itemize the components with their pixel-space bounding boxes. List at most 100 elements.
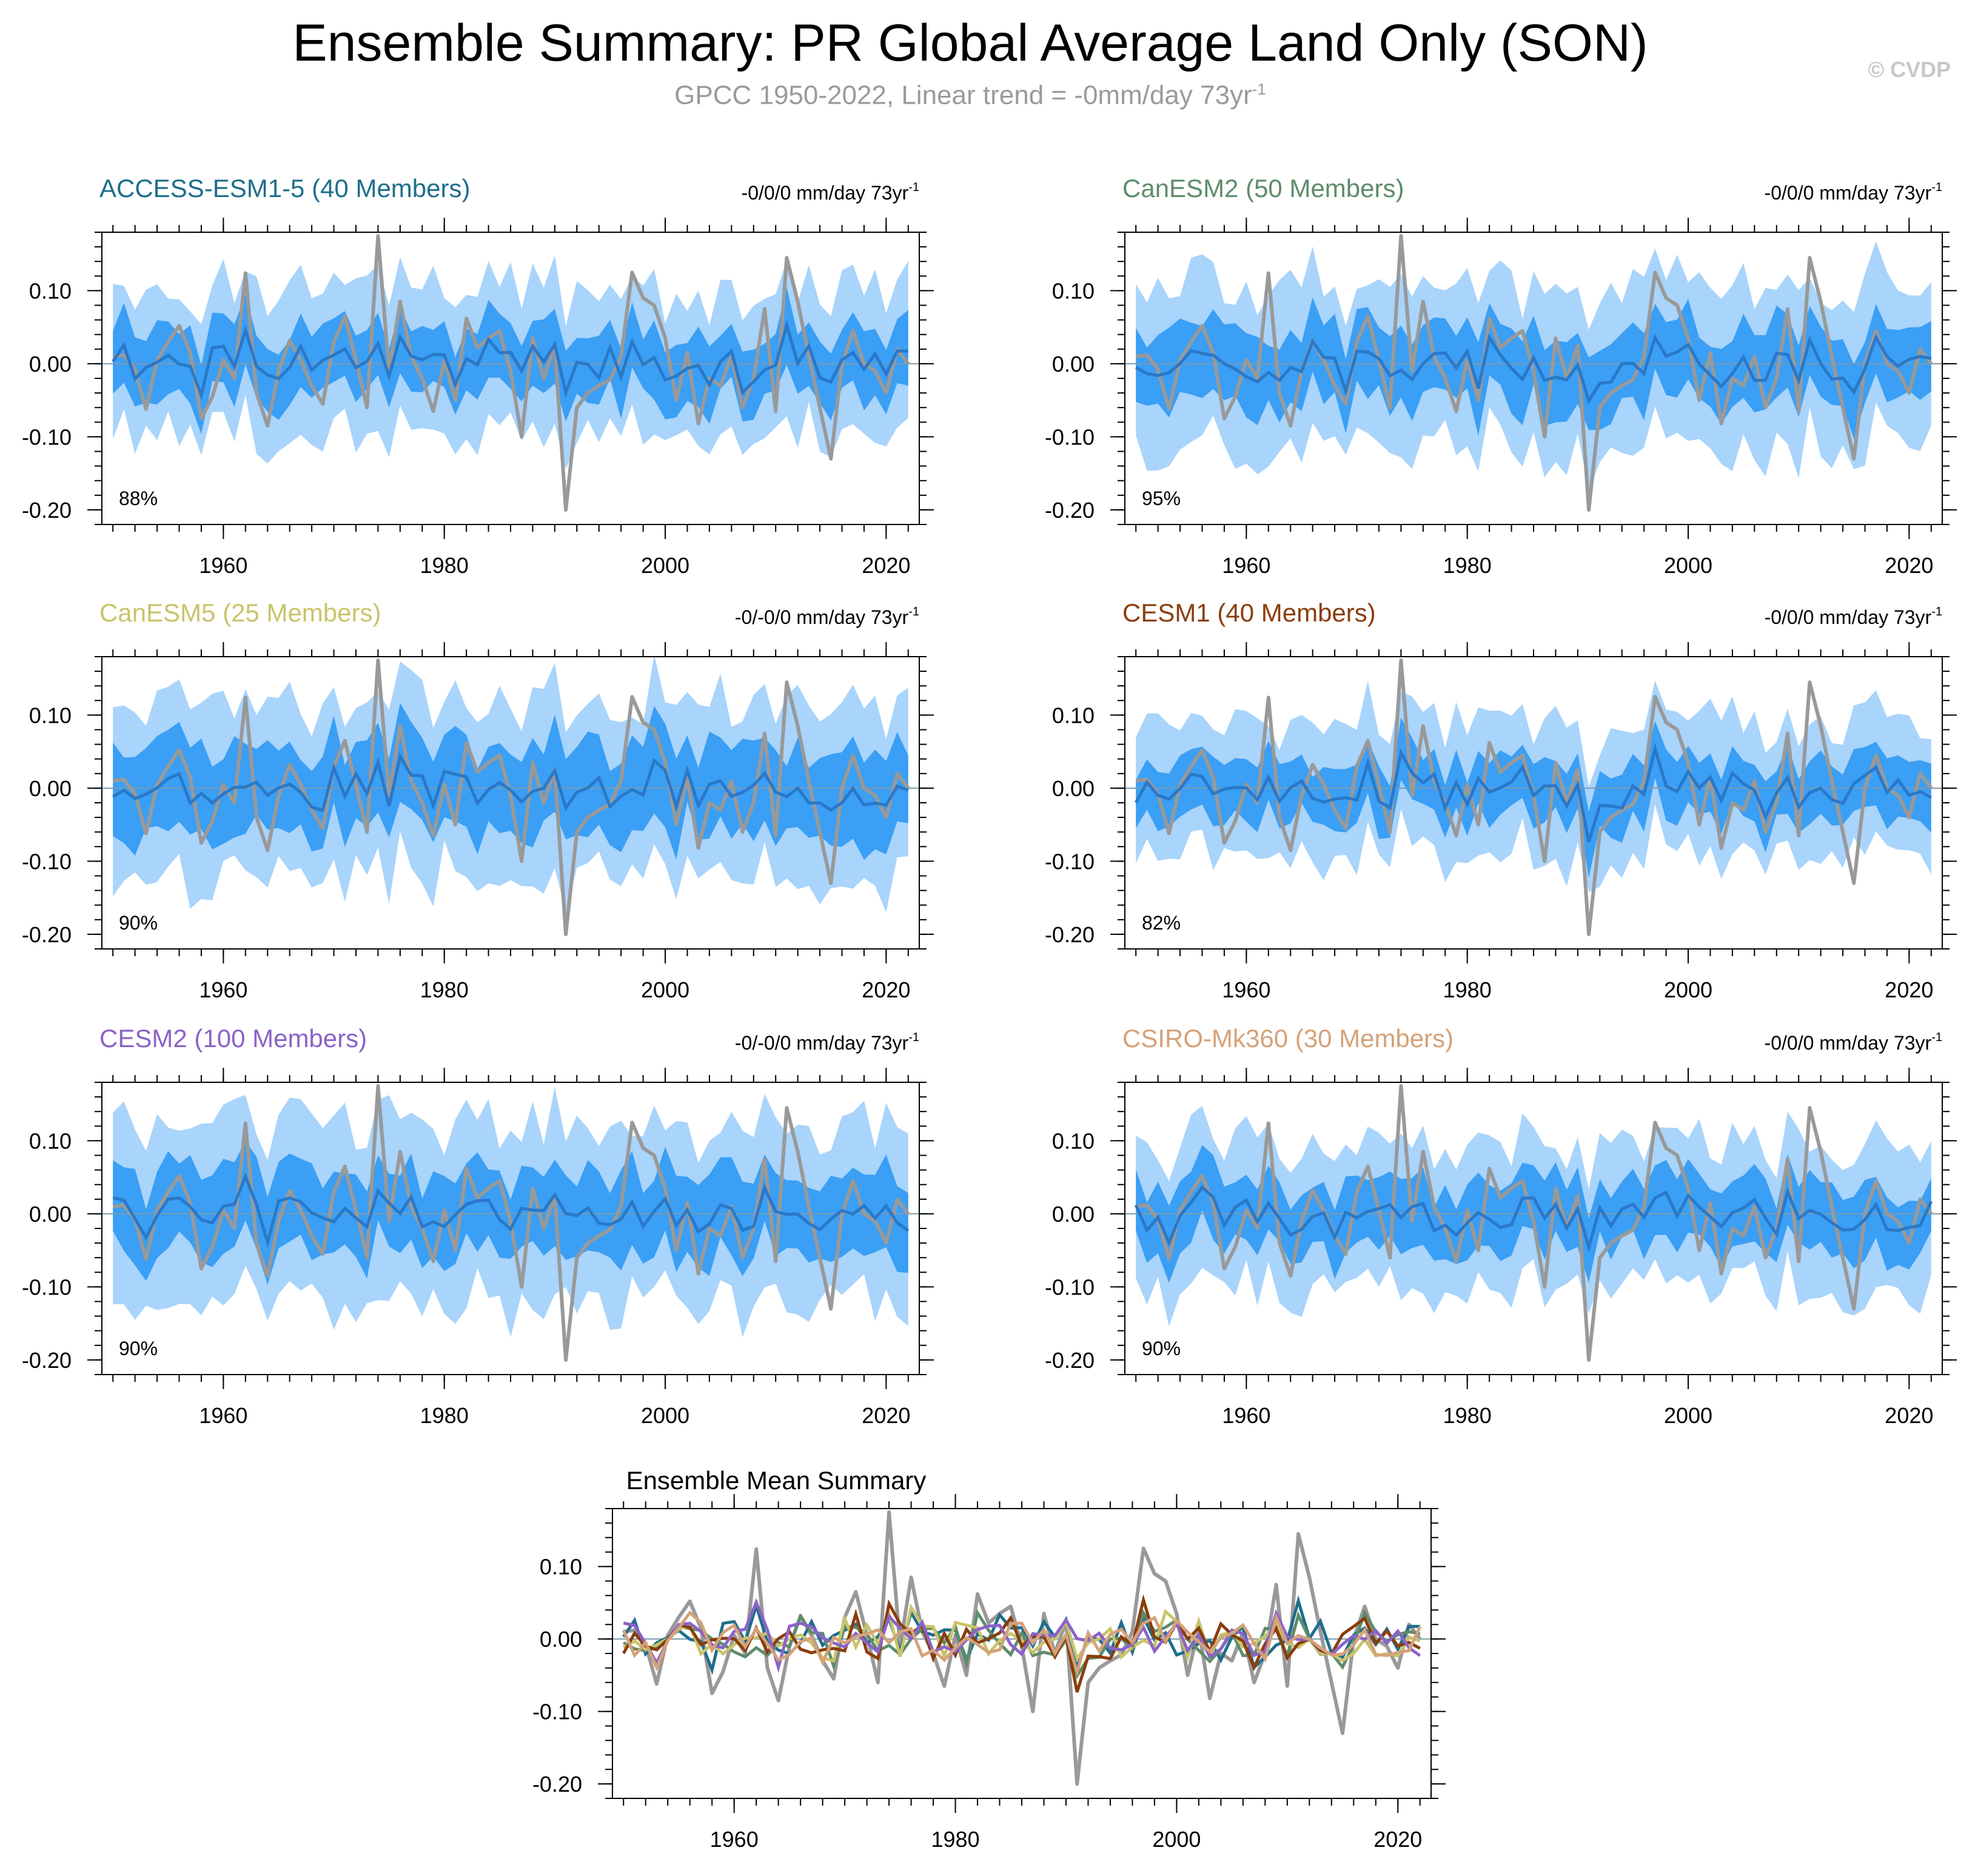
- y-tick-label: 0.00: [29, 776, 72, 801]
- x-tick-label: 2000: [1152, 1827, 1201, 1852]
- y-tick-label: -0.10: [22, 424, 72, 449]
- x-tick-label: 2020: [1885, 977, 1933, 1002]
- x-tick-label: 2000: [1664, 553, 1712, 578]
- trend-label: -0/-0/0 mm/day 73yr-1: [735, 605, 919, 628]
- subtitle-exponent: -1: [1252, 80, 1266, 98]
- panel-title: CESM2 (100 Members): [99, 1024, 367, 1053]
- trend-text: -0/0/0 mm/day 73yr: [1765, 182, 1932, 204]
- y-tick-label: -0.10: [1045, 849, 1095, 874]
- y-tick-label: -0.10: [22, 1275, 72, 1299]
- trend-exponent: -1: [908, 181, 919, 194]
- x-tick-label: 2020: [1373, 1827, 1422, 1852]
- x-tick-label: 1960: [1222, 553, 1270, 578]
- y-tick-label: -0.20: [1045, 498, 1095, 523]
- percent-label: 95%: [1142, 487, 1181, 509]
- chart-panel-2: 0.10 0.00 -0.10 -0.20 1960 1980 2000 2020 CanESM…: [22, 598, 934, 1002]
- x-tick-label: 2000: [641, 1403, 689, 1428]
- y-tick-label: 0.10: [1052, 278, 1095, 303]
- x-tick-label: 1980: [1443, 977, 1492, 1002]
- x-tick-label: 1980: [420, 977, 469, 1002]
- x-tick-label: 2020: [862, 977, 910, 1002]
- y-tick-label: -0.10: [532, 1700, 582, 1724]
- trend-text: -0/-0/0 mm/day 73yr: [735, 1032, 909, 1054]
- y-tick-label: 0.10: [540, 1555, 582, 1580]
- y-tick-label: 0.00: [29, 1202, 72, 1227]
- ensemble-mean-line: [1135, 333, 1932, 405]
- y-tick-label: -0.10: [1045, 424, 1095, 449]
- chart-panel-6: 0.10 0.00 -0.10 -0.20 1960 1980 2000 2020 Ensemb…: [532, 1466, 1446, 1852]
- panel-title: CanESM5 (25 Members): [99, 598, 381, 627]
- ensemble-mean-line: [1135, 743, 1932, 842]
- trend-text: -0/0/0 mm/day 73yr: [742, 182, 909, 204]
- panel-title: Ensemble Mean Summary: [626, 1466, 927, 1495]
- ensemble-mean-line: [112, 1172, 910, 1248]
- x-tick-label: 2000: [641, 553, 689, 578]
- x-tick-label: 1960: [1222, 977, 1270, 1002]
- y-tick-label: -0.20: [22, 1348, 72, 1373]
- subtitle-text: GPCC 1950-2022, Linear trend = -0mm/day …: [674, 80, 1252, 110]
- trend-exponent: -1: [908, 1031, 919, 1044]
- x-tick-label: 1980: [931, 1827, 979, 1852]
- chart-panel-0: 0.10 0.00 -0.10 -0.20 1960 1980 2000 2020 ACCESS…: [22, 174, 934, 578]
- x-tick-label: 1960: [199, 1403, 247, 1428]
- chart-panel-1: 0.10 0.00 -0.10 -0.20 1960 1980 2000 2020 CanESM…: [1045, 174, 1957, 578]
- y-tick-label: -0.20: [22, 498, 72, 523]
- ensemble-mean-line: [112, 752, 909, 812]
- x-tick-label: 1960: [199, 977, 247, 1002]
- observations-line: [1135, 234, 1933, 512]
- x-tick-label: 1960: [710, 1827, 759, 1852]
- y-tick-label: -0.10: [22, 849, 72, 874]
- observations-line: [112, 1084, 910, 1362]
- y-tick-label: -0.20: [22, 922, 72, 947]
- panel-title: CanESM2 (50 Members): [1122, 174, 1404, 203]
- trend-label: -0/0/0 mm/day 73yr-1: [1765, 1031, 1942, 1054]
- x-tick-label: 2020: [1885, 553, 1933, 578]
- trend-exponent: -1: [908, 605, 919, 618]
- y-tick-label: 0.00: [1052, 352, 1095, 377]
- y-tick-label: 0.10: [1052, 1128, 1095, 1153]
- y-tick-label: -0.20: [1045, 922, 1095, 947]
- page-subtitle: GPCC 1950-2022, Linear trend = -0mm/day …: [0, 80, 1940, 111]
- model-mean-line-4: [623, 1598, 1421, 1673]
- y-tick-label: -0.20: [532, 1772, 582, 1797]
- trend-text: -0/-0/0 mm/day 73yr: [735, 606, 909, 628]
- y-tick-label: 0.00: [1052, 1202, 1095, 1227]
- trend-label: -0/0/0 mm/day 73yr-1: [1765, 181, 1942, 204]
- x-tick-label: 2020: [862, 1403, 910, 1428]
- inner-spread-band: [113, 703, 908, 860]
- x-tick-label: 2000: [1664, 977, 1712, 1002]
- observations-line: [112, 234, 910, 512]
- trend-label: -0/0/0 mm/day 73yr-1: [742, 181, 919, 204]
- x-tick-label: 2000: [641, 977, 689, 1002]
- x-tick-label: 2000: [1664, 1403, 1712, 1428]
- x-tick-label: 1980: [420, 1403, 469, 1428]
- y-tick-label: -0.10: [1045, 1275, 1095, 1299]
- x-tick-label: 1960: [199, 553, 247, 578]
- y-tick-label: 0.00: [29, 352, 72, 377]
- trend-text: -0/0/0 mm/day 73yr: [1765, 606, 1932, 628]
- ensemble-mean-line: [112, 320, 908, 400]
- cvdp-watermark: © CVDP: [1868, 57, 1951, 82]
- y-tick-label: 0.00: [540, 1627, 582, 1652]
- inner-spread-band: [113, 287, 908, 434]
- chart-panel-4: 0.10 0.00 -0.10 -0.20 1960 1980 2000 2020 CESM2 …: [22, 1024, 934, 1428]
- panel-title: CESM1 (40 Members): [1122, 598, 1376, 627]
- percent-label: 90%: [119, 912, 158, 934]
- x-tick-label: 2020: [1885, 1403, 1933, 1428]
- y-tick-label: 0.00: [1052, 776, 1095, 801]
- x-tick-label: 1960: [1222, 1403, 1270, 1428]
- ensemble-mean-line: [1134, 1185, 1933, 1253]
- page-title: Ensemble Summary: PR Global Average Land…: [292, 14, 1648, 72]
- chart-panel-5: 0.10 0.00 -0.10 -0.20 1960 1980 2000 2020 CSIRO-…: [1045, 1024, 1957, 1428]
- percent-label: 82%: [1142, 912, 1181, 934]
- percent-label: 88%: [119, 487, 158, 509]
- chart-panel-3: 0.10 0.00 -0.10 -0.20 1960 1980 2000 2020 CESM1 …: [1045, 598, 1957, 1002]
- panel-title: CSIRO-Mk360 (30 Members): [1122, 1024, 1454, 1053]
- inner-spread-band: [113, 1141, 908, 1285]
- trend-text: -0/0/0 mm/day 73yr: [1765, 1032, 1932, 1054]
- observations-line: [1135, 1084, 1933, 1362]
- model-mean-line-5: [622, 1610, 1422, 1678]
- y-tick-label: -0.20: [1045, 1348, 1095, 1373]
- panel-title: ACCESS-ESM1-5 (40 Members): [99, 174, 470, 203]
